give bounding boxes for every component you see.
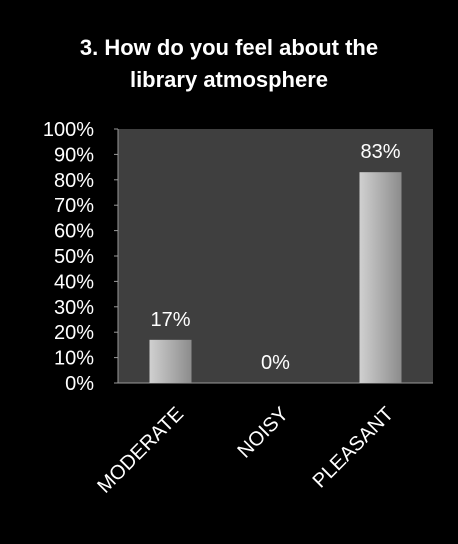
y-tick-label: 20% bbox=[54, 322, 94, 344]
x-category-label: MODERATE bbox=[93, 403, 188, 498]
data-label: 0% bbox=[261, 352, 290, 374]
y-tick-label: 40% bbox=[54, 271, 94, 293]
chart-title: 3. How do you feel about the library atm… bbox=[0, 32, 458, 96]
bar-moderate bbox=[149, 339, 192, 383]
bar-pleasant bbox=[359, 172, 402, 383]
y-tick-label: 0% bbox=[65, 373, 94, 395]
y-tick-label: 90% bbox=[54, 144, 94, 166]
chart-title-line-1: 3. How do you feel about the bbox=[79, 35, 379, 60]
y-tick-label: 80% bbox=[54, 170, 94, 192]
y-tick-label: 100% bbox=[43, 119, 94, 141]
y-tick-label: 60% bbox=[54, 221, 94, 243]
chart-title-line-2: library atmosphere bbox=[129, 67, 329, 92]
y-tick-label: 30% bbox=[54, 297, 94, 319]
x-category-label: PLEASANT bbox=[309, 403, 398, 492]
y-tick-label: 70% bbox=[54, 195, 94, 217]
data-label: 83% bbox=[360, 141, 400, 163]
y-tick-label: 10% bbox=[54, 348, 94, 370]
y-tick-label: 50% bbox=[54, 246, 94, 268]
x-category-label: NOISY bbox=[233, 403, 293, 463]
data-label: 17% bbox=[150, 309, 190, 331]
